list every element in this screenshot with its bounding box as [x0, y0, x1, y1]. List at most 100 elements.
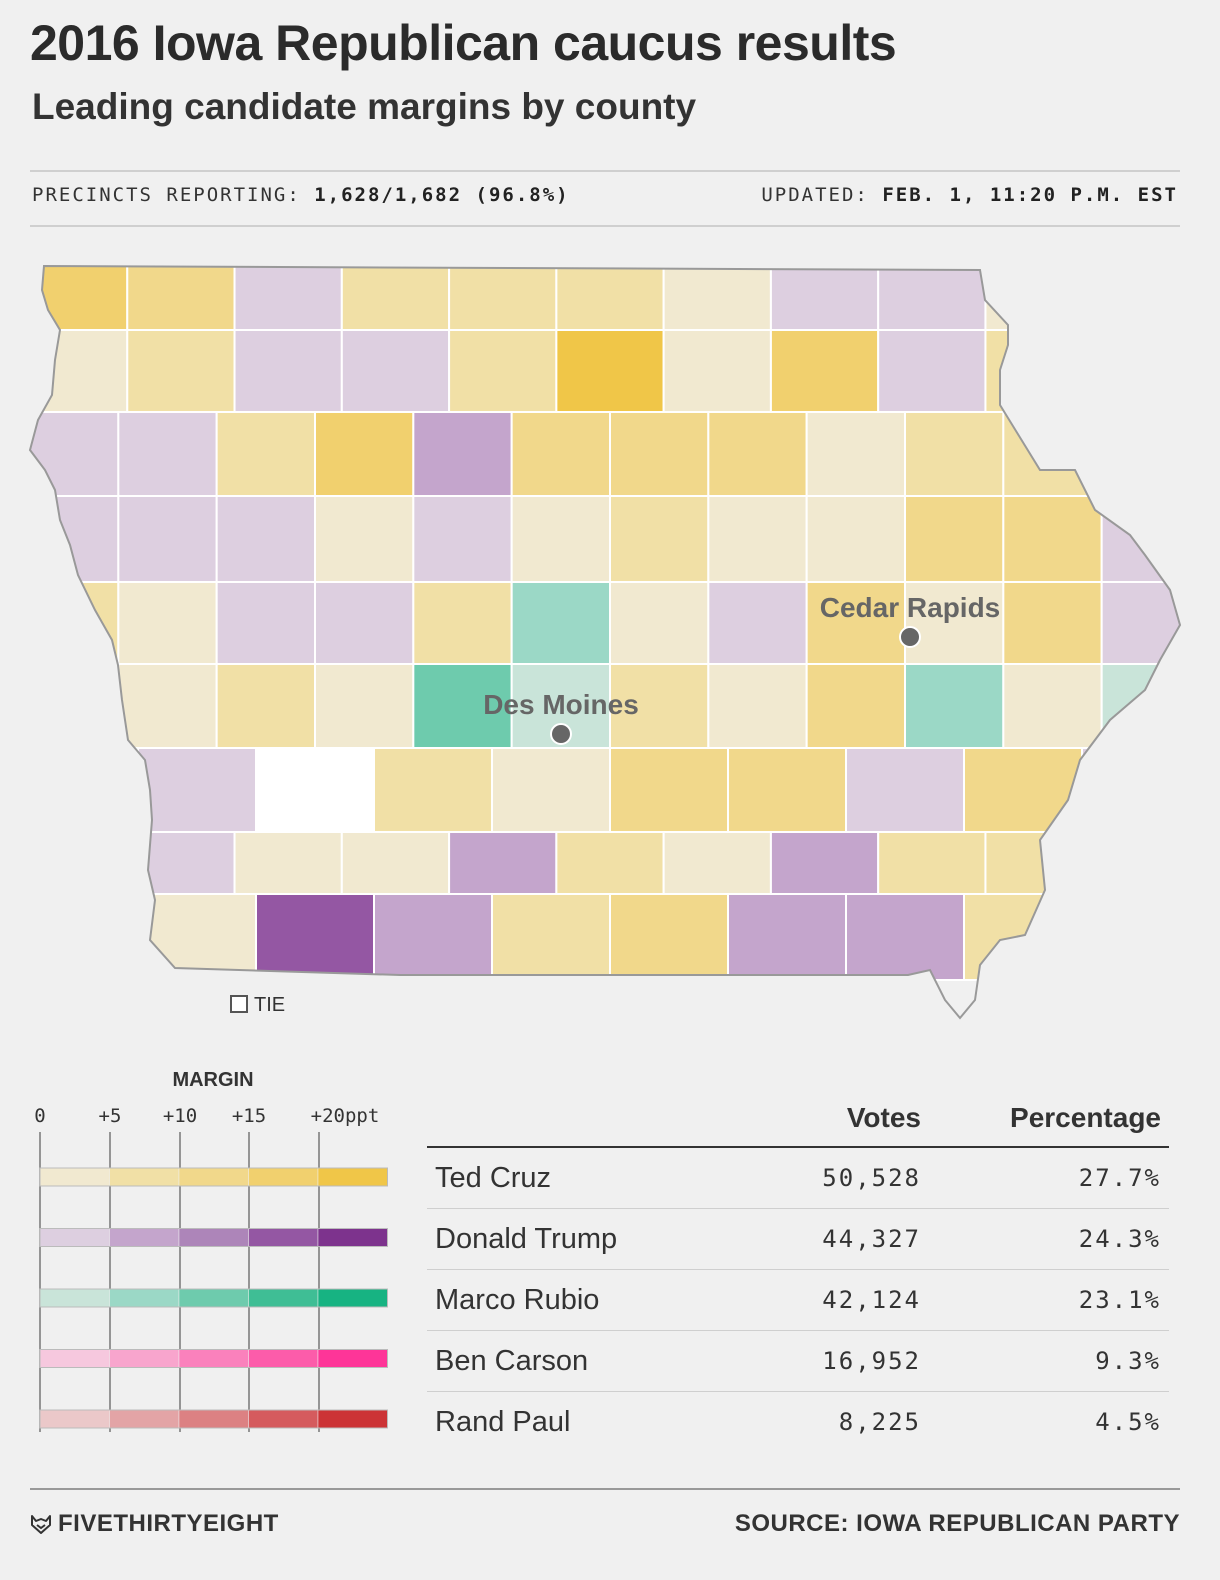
county-cell [1002, 411, 1103, 497]
legend-swatch [109, 1349, 180, 1368]
legend-swatch [39, 1167, 110, 1187]
county-cell [1081, 893, 1180, 981]
percentage-value: 23.1% [929, 1269, 1169, 1331]
county-cell [215, 495, 317, 583]
county-cell [707, 411, 808, 497]
table-row: Ted Cruz 50,528 27.7% [427, 1147, 1169, 1209]
county-cell [877, 329, 987, 413]
county-cell [30, 893, 139, 981]
table-row: Rand Paul 8,225 4.5% [427, 1392, 1169, 1453]
county-cell [233, 266, 343, 331]
legend-swatch [178, 1409, 249, 1429]
county-cell [117, 495, 218, 583]
county-cell [963, 893, 1083, 981]
county-cell [215, 663, 317, 749]
table-row: Ben Carson 16,952 9.3% [427, 1330, 1169, 1392]
county-cell [805, 663, 907, 749]
legend-swatch [248, 1167, 319, 1187]
precincts-bar: PRECINCTS REPORTING: 1,628/1,682 (96.8%)… [30, 170, 1180, 226]
votes-header: Votes [703, 1090, 929, 1148]
percentage-value: 27.7% [929, 1147, 1169, 1209]
legend-scale-frame [39, 1167, 388, 1187]
precincts-label: PRECINCTS REPORTING: [32, 184, 301, 206]
county-cell [314, 663, 415, 749]
county-cell [805, 411, 907, 497]
county-cell [510, 495, 611, 583]
iowa-county-map: Cedar Rapids Des Moines [28, 264, 1182, 1020]
county-cell [340, 831, 451, 895]
candidate-name: Donald Trump [427, 1208, 703, 1270]
county-cell [555, 831, 665, 895]
table-row: Marco Rubio 42,124 23.1% [427, 1269, 1169, 1331]
county-cell [117, 411, 218, 497]
county-cell [805, 495, 907, 583]
county-cell [412, 581, 513, 665]
county-cell [707, 581, 808, 665]
county-cell [126, 329, 236, 413]
legend-swatch [109, 1409, 180, 1429]
legend-swatch [248, 1409, 319, 1429]
county-cell [904, 663, 1005, 749]
county-cell [609, 581, 710, 665]
legend-tick-label: +15 [232, 1105, 266, 1127]
county-cell [373, 747, 493, 833]
legend-swatch [248, 1228, 319, 1247]
results-table: Votes Percentage Ted Cruz 50,528 27.7% D… [427, 1090, 1169, 1452]
county-cell [137, 893, 257, 981]
fox-logo-icon [31, 1515, 51, 1534]
legend-scale-frame [39, 1349, 388, 1368]
county-cell [30, 266, 129, 331]
county-cell [727, 747, 847, 833]
county-cell [984, 266, 1094, 331]
bottom-divider [30, 225, 1180, 227]
tie-key: TIE [230, 994, 285, 1017]
county-cell [30, 747, 139, 833]
percentage-value: 4.5% [1095, 1408, 1161, 1436]
county-cell [662, 329, 772, 413]
legend-swatch [248, 1349, 319, 1368]
county-cell [448, 266, 558, 331]
percentage-header: Percentage [929, 1090, 1169, 1148]
des-moines-marker [550, 723, 572, 745]
page-title: 2016 Iowa Republican caucus results [30, 15, 897, 71]
county-cell [769, 266, 880, 331]
county-cell [30, 329, 129, 413]
county-cell [255, 893, 375, 981]
county-cell [491, 747, 611, 833]
results-header-row: Votes Percentage [427, 1090, 1169, 1148]
county-cell [255, 747, 375, 833]
legend-swatch [317, 1409, 388, 1429]
county-cell [30, 831, 129, 895]
county-cell [126, 266, 236, 331]
county-cell [30, 411, 120, 497]
county-cell [215, 581, 317, 665]
percentage-value: 24.3% [929, 1208, 1169, 1270]
county-cell [609, 411, 710, 497]
candidate-header [427, 1090, 703, 1148]
county-cell [609, 893, 729, 981]
legend-title: MARGIN [172, 1069, 253, 1091]
source-credit: SOURCE: IOWA REPUBLICAN PARTY [734, 1510, 1180, 1537]
county-cell [984, 831, 1094, 895]
legend-swatch [248, 1288, 319, 1308]
percentage-value: 9.3% [929, 1330, 1169, 1392]
county-cell [904, 581, 1005, 665]
county-cell [1100, 411, 1180, 497]
votes-value: 50,528 [703, 1147, 929, 1209]
legend-scale-frame [39, 1409, 388, 1429]
legend-swatch [317, 1167, 388, 1187]
legend-swatch [39, 1349, 110, 1368]
legend-swatch [178, 1167, 249, 1187]
county-cell [769, 831, 880, 895]
legend-swatch [39, 1409, 110, 1429]
county-cell [1002, 581, 1103, 665]
county-cell [609, 495, 710, 583]
top-divider [30, 170, 1180, 172]
county-cell [662, 831, 772, 895]
county-cell [373, 893, 493, 981]
county-cell [448, 831, 558, 895]
county-cell [662, 266, 772, 331]
county-cell [314, 495, 415, 583]
table-row: Donald Trump 44,327 24.3% [427, 1208, 1169, 1270]
county-cell [340, 266, 451, 331]
